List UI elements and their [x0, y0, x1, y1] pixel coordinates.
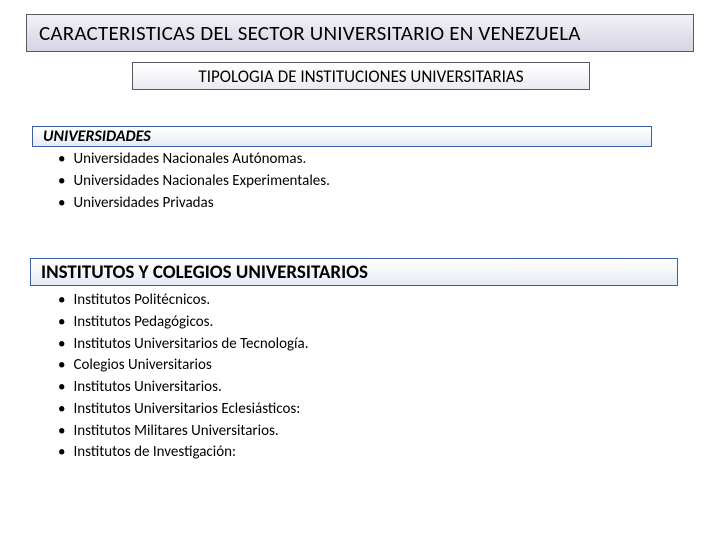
- list-item-text: Universidades Nacionales Autónomas.: [73, 149, 306, 171]
- list-item: Institutos Universitarios de Tecnología.: [58, 334, 308, 356]
- section-header-institutos: INSTITUTOS Y COLEGIOS UNIVERSITARIOS: [30, 258, 678, 286]
- list-item: Institutos Universitarios.: [58, 377, 308, 399]
- list-item: Institutos Universitarios Eclesiásticos:: [58, 399, 308, 421]
- list-item-text: Institutos de Investigación:: [73, 442, 236, 464]
- list-item-text: Institutos Universitarios.: [73, 377, 221, 399]
- list-item: Institutos Politécnicos.: [58, 290, 308, 312]
- list-item-text: Institutos Universitarios de Tecnología.: [73, 334, 308, 356]
- subtitle-text: TIPOLOGIA DE INSTITUCIONES UNIVERSITARIA…: [198, 66, 523, 87]
- bullet-group-institutos: Institutos Politécnicos. Institutos Peda…: [58, 290, 308, 464]
- list-item-text: Institutos Militares Universitarios.: [73, 421, 278, 443]
- bullet-group-universidades: Universidades Nacionales Autónomas. Univ…: [58, 149, 330, 214]
- section-header-universidades: UNIVERSIDADES: [32, 126, 652, 147]
- list-item-text: Institutos Politécnicos.: [73, 290, 210, 312]
- list-item-text: Universidades Nacionales Experimentales.: [73, 171, 329, 193]
- list-item-text: Institutos Pedagógicos.: [73, 312, 213, 334]
- list-item: Universidades Privadas: [58, 193, 330, 215]
- list-item-text: Institutos Universitarios Eclesiásticos:: [73, 399, 300, 421]
- subtitle-box: TIPOLOGIA DE INSTITUCIONES UNIVERSITARIA…: [132, 62, 590, 90]
- list-item: Universidades Nacionales Autónomas.: [58, 149, 330, 171]
- main-title-box: CARACTERISTICAS DEL SECTOR UNIVERSITARIO…: [26, 14, 694, 52]
- list-item: Universidades Nacionales Experimentales.: [58, 171, 330, 193]
- list-item-text: Colegios Universitarios: [73, 355, 211, 377]
- list-item: Institutos Militares Universitarios.: [58, 421, 308, 443]
- list-item-text: Universidades Privadas: [73, 193, 213, 215]
- main-title-text: CARACTERISTICAS DEL SECTOR UNIVERSITARIO…: [39, 20, 581, 46]
- list-item: Institutos Pedagógicos.: [58, 312, 308, 334]
- section-header-label: UNIVERSIDADES: [43, 127, 151, 146]
- list-item: Institutos de Investigación:: [58, 442, 308, 464]
- section-header-label: INSTITUTOS Y COLEGIOS UNIVERSITARIOS: [41, 261, 368, 284]
- list-item: Colegios Universitarios: [58, 355, 308, 377]
